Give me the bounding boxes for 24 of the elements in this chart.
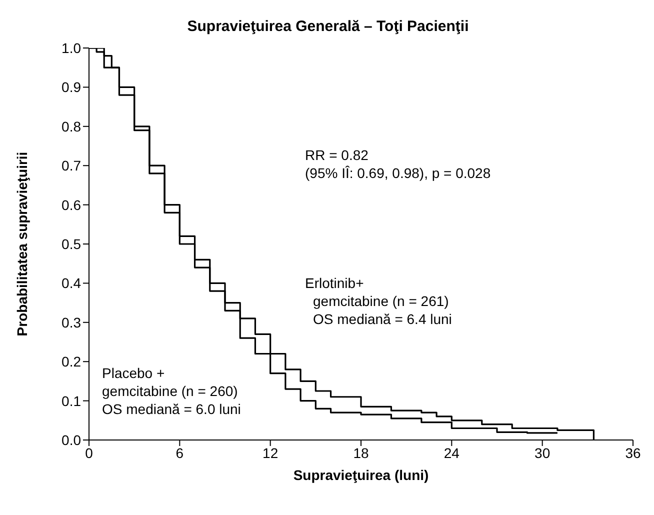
y-tick-label: 0.2 [62, 354, 82, 370]
x-tick-label: 0 [85, 444, 94, 461]
chart-title: Supravieţuirea Generală – Toţi Pacienţii [186, 18, 470, 35]
y-tick-label: 0.5 [62, 236, 82, 252]
x-tick-label: 24 [444, 444, 460, 461]
y-tick-label: 0.7 [62, 158, 82, 174]
x-tick-label: 12 [262, 444, 278, 461]
y-axis-title: Probabilitatea supravieţuirii [14, 152, 30, 336]
y-tick-label: 0.4 [62, 275, 82, 292]
annotation: Placebo + gemcitabine (n = 260) OS mediană = 6.0 luni [102, 365, 241, 417]
y-tick-label: 1.0 [62, 40, 82, 56]
x-tick-label: 36 [625, 444, 641, 461]
y-tick-label: 0.9 [62, 79, 82, 96]
y-tick-label: 0.1 [62, 392, 82, 409]
y-tick-label: 0.8 [62, 118, 82, 134]
x-tick-label: 30 [534, 444, 550, 461]
y-tick-label: 0.6 [62, 196, 82, 213]
x-tick-label: 18 [353, 444, 369, 461]
y-tick-label: 0.3 [62, 314, 82, 330]
annotation: RR = 0.82 (95% IÎ: 0.69, 0.98), p = 0.028 [305, 147, 491, 181]
x-tick-label: 6 [176, 444, 184, 461]
x-axis-title: Supravieţuirea (luni) [293, 467, 429, 483]
y-tick-label: 0.0 [62, 432, 82, 448]
annotation: Erlotinib+ gemcitabine (n = 261) OS mediană = 6.4 luni [305, 275, 452, 327]
